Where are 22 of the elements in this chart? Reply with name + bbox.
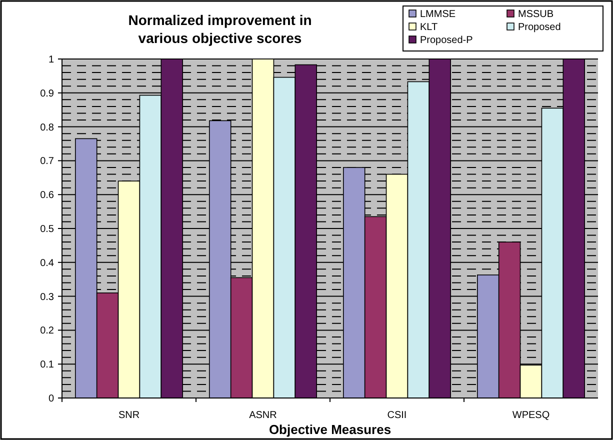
legend-label: Proposed	[518, 22, 561, 33]
y-tick-label: 0.7	[40, 156, 54, 168]
legend-label: KLT	[420, 22, 438, 33]
x-tick-label: SNR	[118, 410, 140, 421]
x-axis-title: Objective Measures	[268, 422, 392, 437]
y-tick-label: 0.1	[40, 360, 54, 371]
chart-title: Normalized improvement in various objective scores	[128, 12, 312, 46]
y-tick-label: 0.2	[40, 326, 54, 337]
x-tick-label: CSII	[387, 410, 407, 421]
y-tick-label: 0.6	[40, 190, 54, 202]
y-tick-label: 0.5	[40, 224, 54, 235]
y-tick-label: 0.4	[40, 258, 54, 269]
y-tick-label: 0	[48, 394, 54, 404]
y-tick-label: 1	[48, 54, 54, 66]
legend-label: MSSUB	[518, 9, 554, 20]
legend-label: LMMSE	[420, 9, 456, 20]
x-tick-label: ASNR	[249, 410, 277, 421]
legend-label: Proposed-P	[420, 35, 474, 46]
y-tick-label: 0.9	[40, 88, 54, 100]
y-tick-label: 0.8	[40, 122, 54, 134]
y-tick-label: 0.3	[40, 292, 54, 303]
x-tick-label: WPESQ	[512, 410, 550, 421]
